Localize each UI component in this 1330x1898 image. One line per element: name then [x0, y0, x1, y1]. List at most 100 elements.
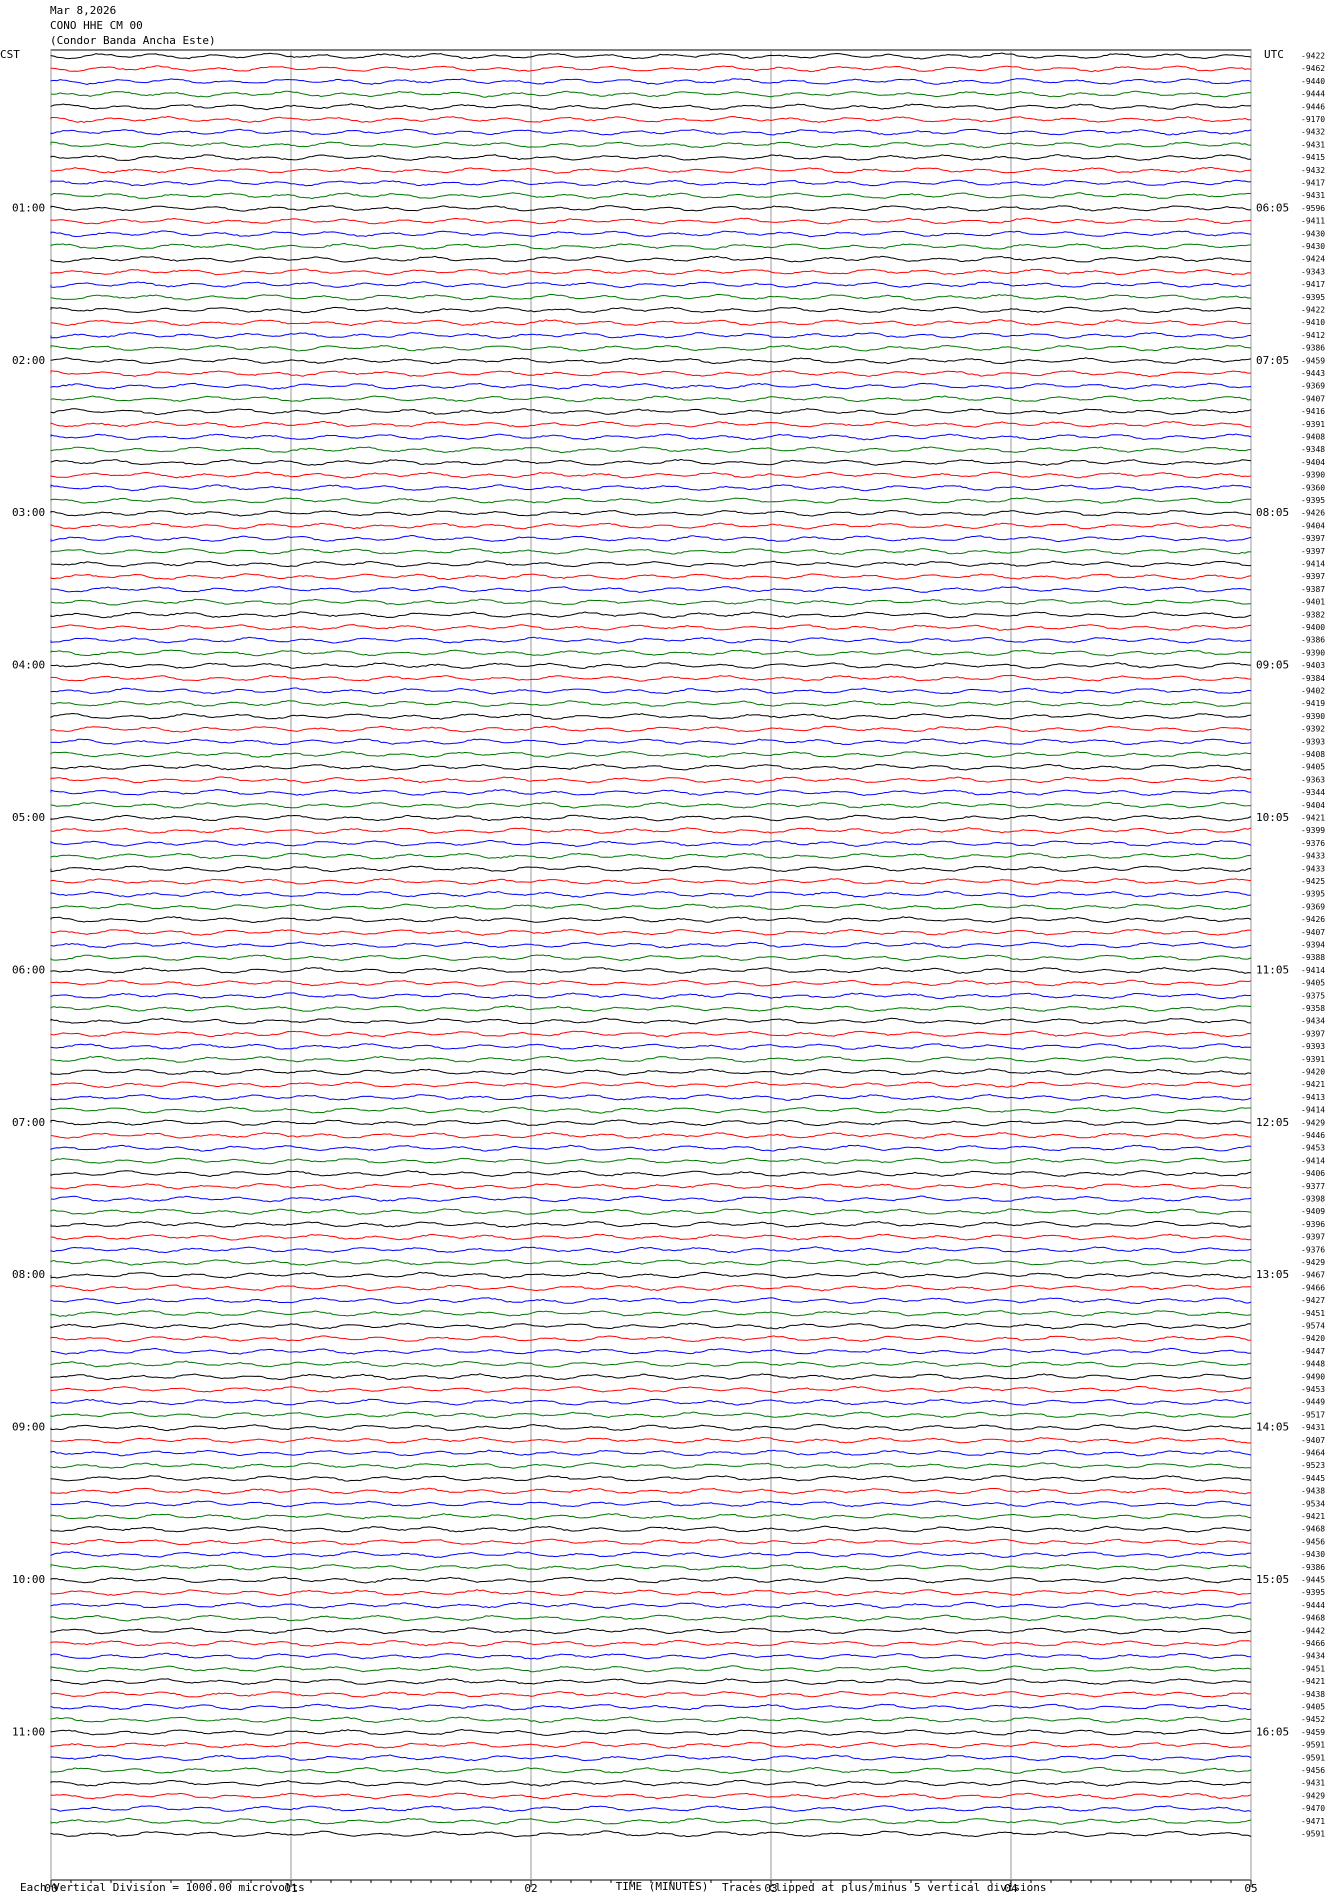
trace	[50, 205, 1252, 212]
trace-label: -9396	[1301, 1220, 1325, 1229]
trace-label: -9415	[1301, 153, 1325, 162]
trace-label: -9376	[1301, 839, 1325, 848]
trace-label: -9453	[1301, 1144, 1325, 1153]
trace-label: -9430	[1301, 1550, 1325, 1559]
right-hour-label: 13:05	[1256, 1268, 1289, 1281]
trace	[50, 78, 1252, 86]
trace-label: -9390	[1301, 648, 1325, 657]
trace-label: -9426	[1301, 509, 1325, 518]
trace	[50, 1043, 1252, 1050]
trace-label: -9369	[1301, 902, 1325, 911]
trace	[50, 662, 1252, 669]
trace	[50, 1513, 1252, 1521]
trace-label: -9393	[1301, 1042, 1325, 1051]
trace-label: -9591	[1301, 1830, 1325, 1839]
station: CONO HHE CM 00	[50, 19, 143, 32]
trace	[50, 1500, 1252, 1508]
trace	[50, 1360, 1252, 1368]
trace	[50, 1754, 1252, 1762]
x-tick-label: 01	[284, 1882, 297, 1894]
trace-label: -9419	[1301, 699, 1325, 708]
trace	[50, 1322, 1252, 1330]
trace-label: -9453	[1301, 1385, 1325, 1394]
trace	[50, 700, 1251, 707]
trace	[50, 1563, 1252, 1571]
trace-label: -9411	[1301, 217, 1325, 226]
trace	[50, 1538, 1252, 1546]
trace	[50, 573, 1252, 581]
right-hour-label: 10:05	[1256, 811, 1289, 824]
trace	[50, 484, 1252, 492]
trace-label: -9390	[1301, 471, 1325, 480]
trace	[50, 1550, 1252, 1559]
trace	[50, 1220, 1252, 1228]
trace	[50, 369, 1252, 378]
x-tick-label: 04	[1004, 1882, 1018, 1894]
trace	[50, 306, 1252, 314]
trace	[50, 1005, 1252, 1012]
trace	[50, 357, 1252, 365]
trace	[50, 1830, 1252, 1838]
trace-label: -9170	[1301, 115, 1325, 124]
trace	[50, 90, 1252, 98]
trace-label: -9467	[1301, 1271, 1325, 1280]
trace-label: -9430	[1301, 229, 1325, 238]
trace-label: -9447	[1301, 1347, 1325, 1356]
x-tick-label: 05	[1244, 1882, 1257, 1894]
trace	[50, 192, 1252, 200]
trace	[50, 1805, 1252, 1812]
trace-label: -9397	[1301, 572, 1325, 581]
trace	[50, 560, 1251, 568]
left-hour-label: 08:00	[12, 1268, 45, 1281]
trace	[50, 103, 1252, 111]
trace	[50, 497, 1252, 504]
trace-label: -9382	[1301, 610, 1325, 619]
trace-label: -9397	[1301, 1233, 1325, 1242]
trace-label: -9400	[1301, 623, 1325, 632]
trace-label: -9462	[1301, 64, 1325, 73]
trace-label: -9404	[1301, 801, 1325, 810]
trace-label: -9395	[1301, 890, 1325, 899]
trace-label: -9445	[1301, 1576, 1325, 1585]
trace	[50, 382, 1252, 390]
trace-label: -9431	[1301, 191, 1325, 200]
trace	[50, 916, 1252, 924]
right-hour-label: 11:05	[1256, 963, 1289, 976]
left-zone: CST	[0, 48, 20, 61]
trace	[50, 966, 1252, 974]
trace	[50, 649, 1252, 657]
trace-label: -9363	[1301, 775, 1325, 784]
trace-label: -9459	[1301, 1728, 1325, 1737]
trace-label: -9433	[1301, 852, 1325, 861]
trace	[50, 979, 1252, 987]
trace	[50, 840, 1252, 847]
trace	[50, 534, 1252, 543]
trace-label: -9470	[1301, 1804, 1325, 1813]
trace	[50, 115, 1252, 123]
trace-label: -9444	[1301, 1601, 1325, 1610]
trace	[50, 1640, 1252, 1647]
trace	[50, 992, 1252, 1000]
trace	[50, 1449, 1252, 1457]
left-hour-label: 01:00	[12, 201, 45, 214]
left-hour-label: 10:00	[12, 1573, 45, 1586]
trace	[50, 1335, 1252, 1343]
left-hour-label: 06:00	[12, 963, 45, 976]
trace	[50, 1792, 1252, 1800]
trace-label: -9413	[1301, 1093, 1325, 1102]
trace	[50, 420, 1252, 428]
trace-label: -9591	[1301, 1753, 1325, 1762]
trace-label: -9414	[1301, 966, 1325, 975]
trace-label: -9574	[1301, 1322, 1325, 1331]
trace	[50, 1589, 1252, 1597]
trace-label: -9420	[1301, 1334, 1325, 1343]
trace-label: -9448	[1301, 1360, 1325, 1369]
trace-label: -9414	[1301, 1156, 1325, 1165]
trace-label: -9421	[1301, 1080, 1325, 1089]
left-hour-label: 02:00	[12, 354, 45, 367]
trace	[50, 1144, 1252, 1152]
trace	[50, 154, 1252, 161]
trace	[50, 1246, 1252, 1254]
trace-label: -9384	[1301, 674, 1325, 683]
